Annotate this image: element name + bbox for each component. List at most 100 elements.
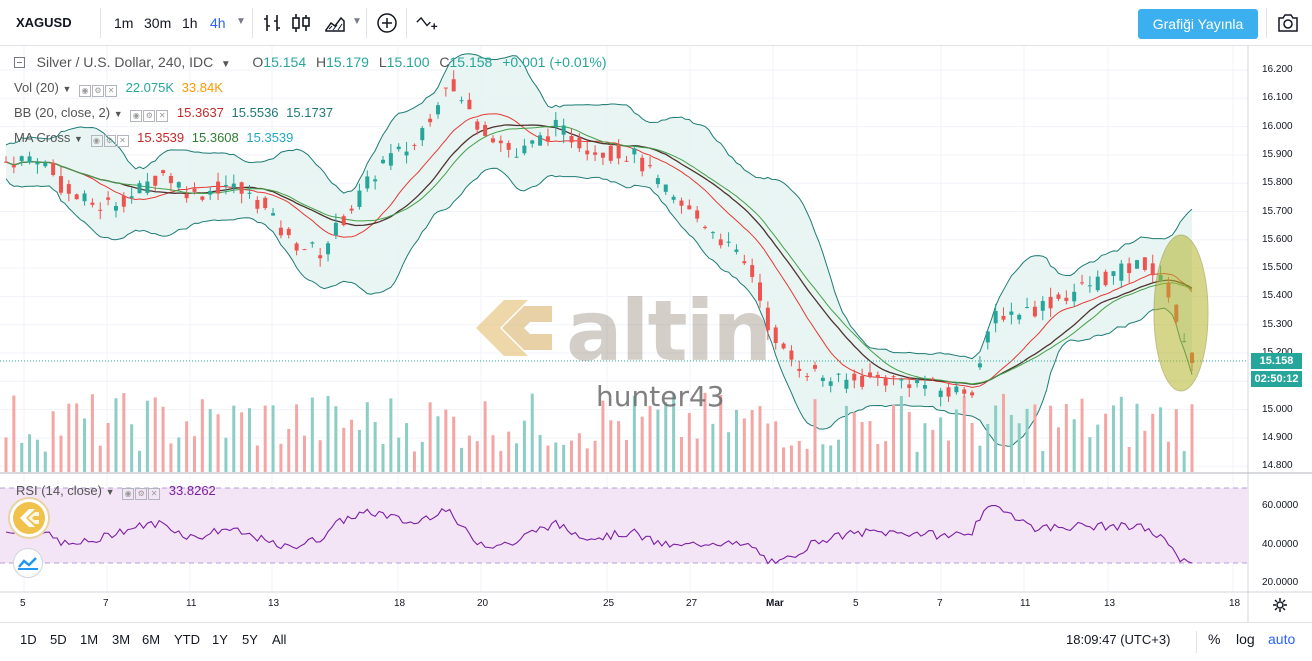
volume-legend[interactable]: Vol (20) ▼ ◉ ⚙ ✕ 22.075K 33.84K xyxy=(14,80,223,97)
timezone-clock[interactable]: 18:09:47 (UTC+3) xyxy=(1066,632,1171,647)
range-6m[interactable]: 6M xyxy=(142,632,161,647)
date-tick-label: Mar xyxy=(766,598,784,609)
symbol-search[interactable]: XAGUSD xyxy=(16,15,72,30)
range-1d[interactable]: 1D xyxy=(20,632,37,647)
camera-icon[interactable] xyxy=(1276,12,1300,34)
candle-body xyxy=(561,125,566,135)
price-chart[interactable] xyxy=(0,46,1312,622)
rsi-band-fill xyxy=(0,488,1248,563)
percent-scale-toggle[interactable]: % xyxy=(1208,631,1221,647)
altin-badge-icon[interactable] xyxy=(8,497,50,539)
gear-icon[interactable]: ⚙ xyxy=(135,487,148,500)
volume-bar xyxy=(570,440,574,472)
volume-bar xyxy=(460,447,464,472)
volume-bar xyxy=(373,421,377,472)
collapse-legend-icon[interactable] xyxy=(14,57,25,68)
gear-icon[interactable]: ⚙ xyxy=(91,84,104,97)
volume-bar xyxy=(405,423,409,472)
close-icon[interactable]: ✕ xyxy=(148,487,161,500)
close-icon[interactable]: ✕ xyxy=(156,109,169,122)
volume-bar xyxy=(656,409,660,472)
bar-chart-style-icon[interactable] xyxy=(262,12,284,34)
indicator-controls[interactable]: ◉ ⚙ ✕ xyxy=(78,81,118,97)
log-scale-toggle[interactable]: log xyxy=(1236,631,1255,647)
eye-icon[interactable]: ◉ xyxy=(78,84,91,97)
indicator-controls[interactable]: ◉ ⚙ ✕ xyxy=(122,484,161,500)
candle-body xyxy=(231,183,236,188)
ma-cross-legend[interactable]: MA Cross ▼ ◉ ⚙ ✕ 15.3539 15.3608 15.3539 xyxy=(14,130,294,147)
toolbar-divider xyxy=(366,8,367,38)
indicator-controls[interactable]: ◉ ⚙ ✕ xyxy=(130,106,169,122)
gear-icon[interactable]: ⚙ xyxy=(103,134,116,147)
series-menu-chevron-icon[interactable]: ▼ xyxy=(220,59,231,70)
volume-bar xyxy=(318,440,322,472)
ma-slow-value: 15.3608 xyxy=(191,130,239,145)
volume-bar xyxy=(475,441,479,472)
candle-body xyxy=(1056,294,1061,299)
eye-icon[interactable]: ◉ xyxy=(130,109,143,122)
range-all[interactable]: All xyxy=(272,632,287,647)
candle-body xyxy=(74,194,79,200)
volume-bar xyxy=(892,404,896,472)
eye-icon[interactable]: ◉ xyxy=(122,487,135,500)
range-3m[interactable]: 3M xyxy=(112,632,131,647)
candle-body xyxy=(200,196,205,200)
bollinger-legend[interactable]: BB (20, close, 2) ▼ ◉ ⚙ ✕ 15.3637 15.5536 … xyxy=(14,105,334,122)
price-tick-label: 15.800 xyxy=(1262,177,1293,189)
candle-body xyxy=(632,148,637,155)
volume-bar xyxy=(609,420,613,472)
range-5y[interactable]: 5Y xyxy=(242,632,258,647)
date-tick-label: 13 xyxy=(268,598,280,609)
candle-body xyxy=(1135,260,1140,269)
volume-bar xyxy=(428,402,432,472)
add-indicator-icon[interactable] xyxy=(376,12,398,34)
timeframe-1h[interactable]: 1h xyxy=(182,15,198,31)
candle-body xyxy=(286,228,291,236)
timeframe-1m[interactable]: 1m xyxy=(114,15,134,31)
volume-bar xyxy=(1135,403,1139,472)
tradingview-logo-icon[interactable] xyxy=(13,548,43,578)
volume-bar xyxy=(648,406,652,472)
indicator-controls[interactable]: ◉ ⚙ ✕ xyxy=(90,131,130,147)
volume-bar xyxy=(766,423,770,472)
candle-body xyxy=(765,307,770,331)
volume-bar xyxy=(90,394,94,472)
candle-body xyxy=(271,213,276,216)
timeframe-dropdown-icon[interactable]: ▼ xyxy=(236,16,246,27)
area-chart-style-icon[interactable] xyxy=(324,12,346,34)
volume-bar xyxy=(302,435,306,472)
close-icon[interactable]: ✕ xyxy=(116,134,129,147)
auto-scale-toggle[interactable]: auto xyxy=(1268,631,1296,647)
date-tick-label: 18 xyxy=(1229,598,1241,609)
gear-icon[interactable]: ⚙ xyxy=(143,109,156,122)
price-tick-label: 15.900 xyxy=(1262,148,1293,160)
range-ytd[interactable]: YTD xyxy=(174,632,200,647)
volume-bar xyxy=(593,440,597,472)
candle-body xyxy=(616,144,621,159)
candle-chart-style-icon[interactable] xyxy=(290,12,312,34)
compare-symbol-icon[interactable] xyxy=(416,12,438,34)
ma-cross-value: 15.3539 xyxy=(246,130,294,145)
candle-body xyxy=(176,182,181,188)
chart-style-dropdown-icon[interactable]: ▼ xyxy=(352,16,362,27)
toolbar-divider xyxy=(252,8,253,38)
range-1m[interactable]: 1M xyxy=(80,632,99,647)
close-icon[interactable]: ✕ xyxy=(104,84,117,97)
chart-settings-gear-icon[interactable] xyxy=(1272,597,1288,613)
range-5d[interactable]: 5D xyxy=(50,632,67,647)
range-1y[interactable]: 1Y xyxy=(212,632,228,647)
eye-icon[interactable]: ◉ xyxy=(90,134,103,147)
candle-body xyxy=(867,372,872,377)
publish-chart-button[interactable]: Grafiği Yayınla xyxy=(1138,9,1258,39)
timeframe-4h[interactable]: 4h xyxy=(210,15,226,31)
volume-bar xyxy=(153,397,157,472)
timeframe-30m[interactable]: 30m xyxy=(144,15,172,31)
candle-body xyxy=(852,373,857,381)
candle-body xyxy=(930,378,935,380)
candle-body xyxy=(522,145,527,154)
ohlc-values: O15.154 H15.179 L15.100 C15.158 +0.001 (… xyxy=(252,54,607,70)
date-tick-label: 25 xyxy=(603,598,615,609)
volume-bar xyxy=(193,436,197,472)
rsi-legend[interactable]: RSI (14, close) ▼ ◉ ⚙ ✕ 33.8262 xyxy=(16,483,216,500)
volume-bar xyxy=(1017,423,1021,472)
